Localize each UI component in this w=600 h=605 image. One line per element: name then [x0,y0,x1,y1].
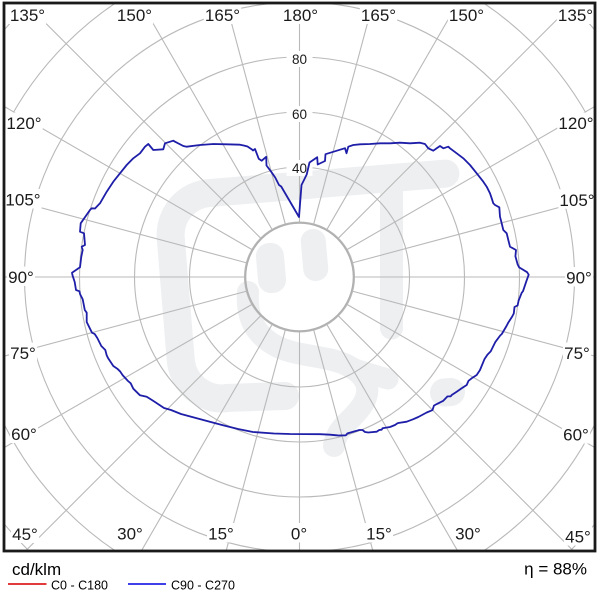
svg-text:90°: 90° [8,268,34,287]
svg-text:45°: 45° [12,525,38,544]
svg-text:60°: 60° [563,426,589,445]
svg-text:15°: 15° [366,525,392,544]
svg-text:120°: 120° [558,114,593,133]
svg-text:75°: 75° [10,344,36,363]
svg-text:135°: 135° [10,6,45,25]
svg-text:15°: 15° [208,525,234,544]
svg-text:40: 40 [292,161,307,176]
svg-text:C90 - C270: C90 - C270 [171,579,235,593]
svg-text:135°: 135° [558,6,593,25]
svg-text:C0 - C180: C0 - C180 [51,579,108,593]
svg-text:75°: 75° [564,344,590,363]
svg-text:60°: 60° [11,425,37,444]
svg-text:60: 60 [292,107,307,122]
svg-text:165°: 165° [205,6,240,25]
svg-text:165°: 165° [361,6,396,25]
svg-text:150°: 150° [117,6,152,25]
svg-text:150°: 150° [449,6,484,25]
svg-text:120°: 120° [6,114,41,133]
svg-text:30°: 30° [455,525,481,544]
svg-text:30°: 30° [117,525,143,544]
svg-text:η = 88%: η = 88% [524,560,587,579]
svg-text:0°: 0° [291,525,307,544]
svg-text:cd/klm: cd/klm [12,560,61,579]
svg-text:105°: 105° [559,191,594,210]
svg-text:180°: 180° [283,6,318,25]
svg-text:80: 80 [292,52,307,67]
svg-text:90°: 90° [566,269,592,288]
svg-text:45°: 45° [565,528,591,547]
svg-text:105°: 105° [5,191,40,210]
